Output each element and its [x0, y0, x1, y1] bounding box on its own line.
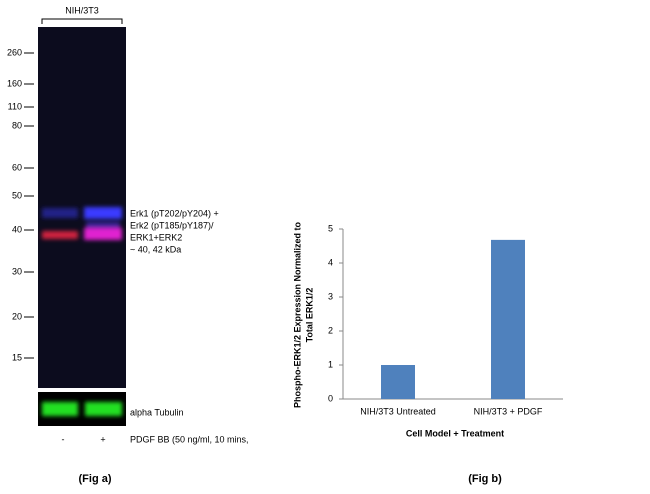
annotation-line: Erk2 (pT185/pY187)/	[130, 220, 214, 230]
annotation-line: ERK1+ERK2	[130, 232, 182, 242]
sample-bracket	[41, 18, 123, 24]
marker-label: 110	[8, 101, 22, 111]
y-tick-label: 0	[328, 393, 333, 403]
marker-label: 30	[12, 266, 22, 276]
y-axis-label: Phospho-ERK1/2 Expression Normalized to	[292, 221, 302, 408]
caption: (Fig b)	[468, 473, 502, 485]
y-tick-label: 4	[328, 257, 333, 267]
bar	[491, 239, 525, 399]
annotation-line: Erk1 (pT202/pY204) +	[130, 208, 219, 218]
marker-label: 15	[12, 352, 22, 362]
marker-label: 40	[12, 224, 22, 234]
tubulin-bands	[42, 402, 122, 416]
bar	[381, 365, 415, 399]
blot-bands	[42, 207, 122, 240]
lane-label: -	[62, 434, 65, 444]
treatment-label: PDGF BB (50 ng/ml, 10 mins,	[130, 434, 249, 444]
loading-control-label: alpha Tubulin	[130, 407, 184, 417]
x-tick-label: NIH/3T3 Untreated	[360, 406, 436, 416]
x-axis-label: Cell Model + Treatment	[406, 428, 504, 438]
y-tick-label: 3	[328, 291, 333, 301]
marker-label: 20	[12, 311, 22, 321]
annotation-line: ~ 40, 42 kDa	[130, 244, 181, 254]
y-axis-label: Total ERK1/2	[304, 288, 314, 343]
marker-label: 260	[7, 47, 22, 57]
caption: (Fig a)	[79, 473, 112, 485]
marker-label: 80	[12, 120, 22, 130]
sample-label: NIH/3T3	[65, 5, 99, 15]
y-tick-label: 5	[328, 223, 333, 233]
marker-label: 160	[7, 78, 22, 88]
y-tick-label: 2	[328, 325, 333, 335]
x-tick-label: NIH/3T3 + PDGF	[474, 406, 543, 416]
lane-label: +	[100, 434, 105, 444]
y-tick-label: 1	[328, 359, 333, 369]
marker-label: 60	[12, 162, 22, 172]
marker-label: 50	[12, 190, 22, 200]
